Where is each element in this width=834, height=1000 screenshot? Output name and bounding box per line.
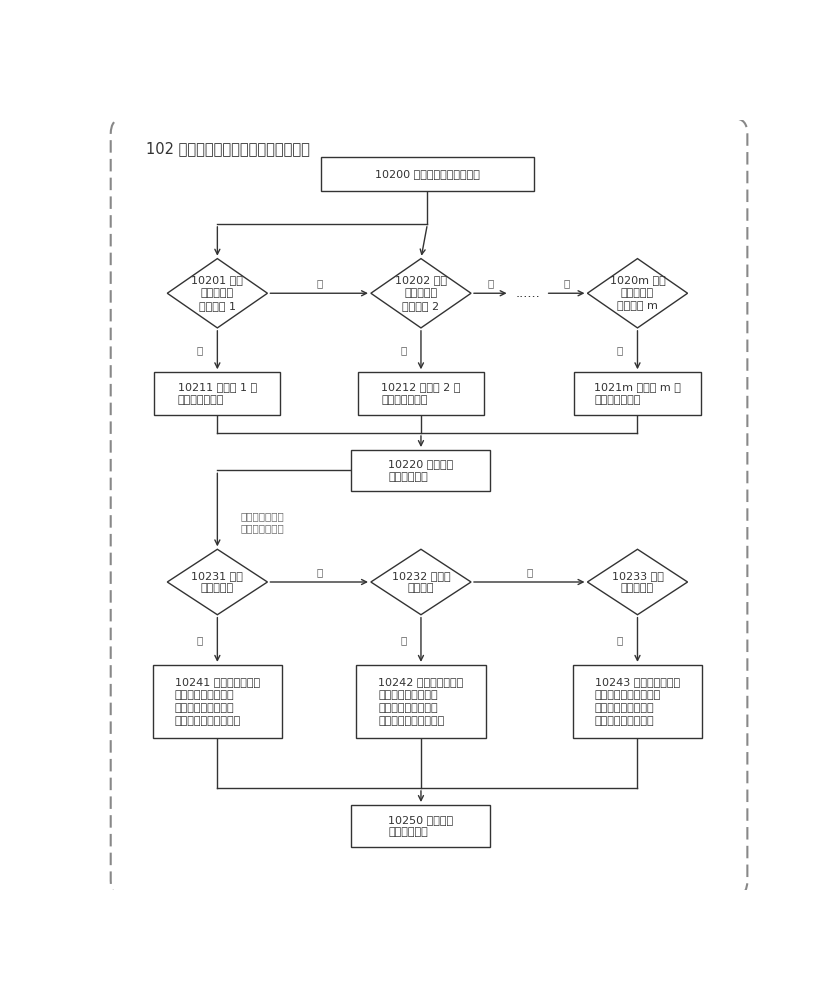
Text: 否: 否 [316, 567, 322, 577]
Text: 否: 否 [316, 278, 322, 288]
FancyBboxPatch shape [356, 665, 485, 738]
Text: 1020m 判断
床位数是否
处于区间 m: 1020m 判断 床位数是否 处于区间 m [610, 275, 666, 311]
Text: 10212 按区间 2 计
算工作人员规模: 10212 按区间 2 计 算工作人员规模 [381, 382, 460, 405]
FancyBboxPatch shape [321, 157, 534, 191]
Text: 102 计算出医院工作人员配置数量规模: 102 计算出医院工作人员配置数量规模 [146, 141, 310, 156]
Text: 10243 按三级医疗机构
计算专业技术人员数量
和管理与工勤技能人
员、教学学生等数量: 10243 按三级医疗机构 计算专业技术人员数量 和管理与工勤技能人 员、教学学… [595, 677, 680, 726]
Text: 否: 否 [564, 278, 570, 288]
FancyBboxPatch shape [154, 372, 280, 415]
Text: 10220 得出医院
工作人员数量: 10220 得出医院 工作人员数量 [389, 459, 454, 482]
Text: 是: 是 [400, 345, 407, 355]
Text: 读取基本条件中
的医疗机构等级: 读取基本条件中 的医疗机构等级 [241, 511, 284, 533]
Text: 是: 是 [617, 345, 623, 355]
Polygon shape [587, 549, 687, 615]
Text: ......: ...... [515, 287, 540, 300]
Text: 10241 按一级医疗机构
计算专业技术人员数
量和管理与工勤技能
人员、教学学生等数量: 10241 按一级医疗机构 计算专业技术人员数 量和管理与工勤技能 人员、教学学… [175, 677, 260, 726]
Polygon shape [371, 549, 471, 615]
FancyBboxPatch shape [153, 665, 282, 738]
Text: 10200 计算医院工作人员配置: 10200 计算医院工作人员配置 [375, 169, 480, 179]
Text: 否: 否 [487, 278, 494, 288]
Polygon shape [371, 259, 471, 328]
Text: 10202 判断
床位数是否
处于区间 2: 10202 判断 床位数是否 处于区间 2 [395, 275, 447, 311]
FancyBboxPatch shape [111, 118, 747, 896]
Text: 1021m 按区间 m 计
算工作人员规模: 1021m 按区间 m 计 算工作人员规模 [594, 382, 681, 405]
Text: 否: 否 [526, 567, 532, 577]
Text: 是: 是 [400, 635, 407, 645]
Text: 10211 按区间 1 计
算工作人员规模: 10211 按区间 1 计 算工作人员规模 [178, 382, 257, 405]
Text: 10250 得出医院
人员配置数量: 10250 得出医院 人员配置数量 [389, 815, 454, 837]
Text: 10232 判断是
否为二级: 10232 判断是 否为二级 [392, 571, 450, 593]
Text: 10231 判断
是否为一级: 10231 判断 是否为一级 [192, 571, 244, 593]
Polygon shape [168, 259, 268, 328]
Text: 是: 是 [617, 635, 623, 645]
FancyBboxPatch shape [573, 665, 702, 738]
FancyBboxPatch shape [575, 372, 701, 415]
Text: 10201 判断
床位数是否
处于区间 1: 10201 判断 床位数是否 处于区间 1 [192, 275, 244, 311]
Text: 是: 是 [197, 345, 203, 355]
Polygon shape [587, 259, 687, 328]
Text: 10233 判断
是否为三级: 10233 判断 是否为三级 [611, 571, 663, 593]
FancyBboxPatch shape [351, 450, 490, 491]
Polygon shape [168, 549, 268, 615]
FancyBboxPatch shape [351, 805, 490, 847]
Text: 是: 是 [197, 635, 203, 645]
FancyBboxPatch shape [358, 372, 484, 415]
Text: 10242 按二级医疗机构
计算专业技术人员数
量和管理与工勤技能
人员、教学学生等数量: 10242 按二级医疗机构 计算专业技术人员数 量和管理与工勤技能 人员、教学学… [379, 677, 464, 726]
